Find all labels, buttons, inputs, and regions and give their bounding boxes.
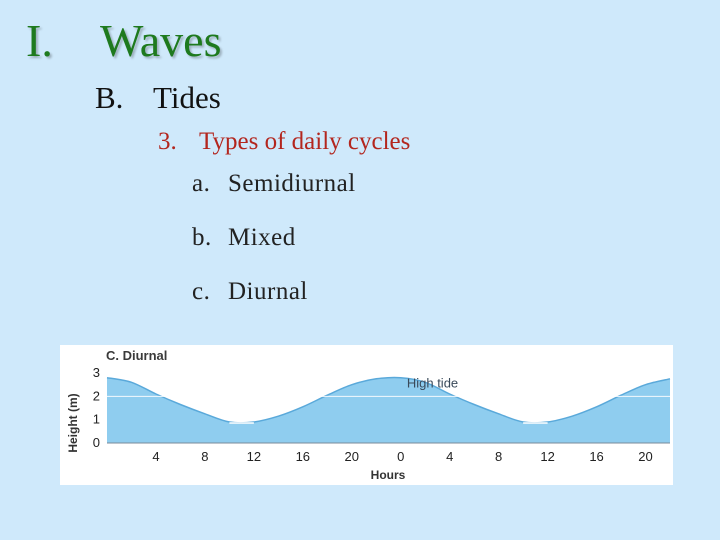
diurnal-tide-chart: C. Diurnal Height (m) Hours High tide 0 1… [60, 345, 673, 485]
subsection-number: 3. [158, 128, 177, 155]
title-text: Waves [100, 15, 222, 66]
x-tick-label: 20 [638, 449, 652, 464]
list-item-mixed: b. Mixed [192, 224, 296, 252]
slide-title: I. Waves [26, 14, 221, 67]
list-item-semidiurnal: a. Semidiurnal [192, 170, 356, 198]
y-axis-label: Height (m) [66, 393, 80, 452]
title-number: I. [26, 15, 53, 66]
x-tick-label: 12 [247, 449, 261, 464]
list-item-label: Mixed [228, 224, 296, 251]
list-item-diurnal: c. Diurnal [192, 278, 308, 306]
water-area [107, 377, 670, 443]
list-item-number: b. [192, 224, 212, 251]
x-tick-label: 8 [495, 449, 502, 464]
x-tick-label: 4 [446, 449, 453, 464]
plot-area: High tide [106, 375, 671, 444]
section-heading: B. Tides [95, 80, 221, 116]
high-tide-label: High tide [407, 375, 458, 390]
x-tick-label: 4 [152, 449, 159, 464]
y-tick-labels: 0 1 2 3 [93, 365, 100, 450]
x-tick-label: 20 [345, 449, 359, 464]
list-item-label: Semidiurnal [228, 170, 356, 197]
x-tick-label: 16 [589, 449, 603, 464]
list-item-number: c. [192, 278, 211, 305]
y-tick-label: 3 [93, 365, 100, 380]
x-tick-label: 8 [201, 449, 208, 464]
list-item-number: a. [192, 170, 211, 197]
x-tick-label: 16 [296, 449, 310, 464]
y-tick-label: 0 [93, 435, 100, 450]
y-tick-label: 1 [93, 412, 100, 427]
tide-curve [106, 376, 671, 424]
subsection-label: Types of daily cycles [199, 128, 411, 155]
section-number: B. [95, 80, 124, 115]
tide-chart-svg: C. Diurnal Height (m) Hours High tide 0 1… [66, 348, 671, 482]
chart-title: C. Diurnal [106, 348, 167, 363]
list-item-label: Diurnal [228, 278, 308, 305]
subsection-heading: 3. Types of daily cycles [158, 128, 410, 156]
x-tick-label: 12 [540, 449, 554, 464]
section-label: Tides [153, 80, 221, 115]
x-tick-label: 0 [397, 449, 404, 464]
x-axis-label: Hours [371, 468, 406, 482]
x-tick-labels: 4 8 12 16 20 0 4 8 12 16 20 [152, 449, 652, 464]
y-tick-label: 2 [93, 388, 100, 403]
